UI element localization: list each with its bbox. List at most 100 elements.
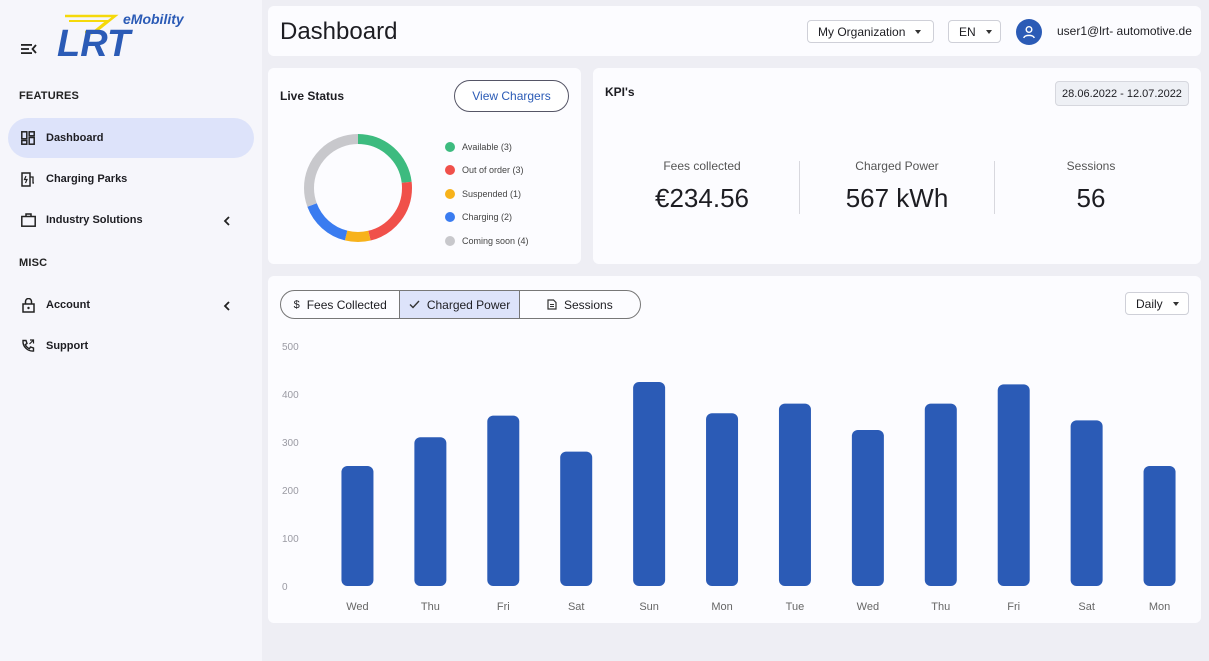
svg-text:eMobility: eMobility	[123, 11, 185, 27]
page-title: Dashboard	[280, 18, 398, 45]
x-axis-tick-label: Fri	[497, 601, 510, 613]
kpi-fees-collected: Fees collected €234.56	[602, 159, 802, 214]
metric-segmented-control: $ Fees Collected Charged Power Sessions	[280, 290, 641, 319]
legend-item: Out of order (3)	[445, 159, 529, 183]
legend-label: Available (3)	[462, 141, 512, 152]
legend-item: Suspended (1)	[445, 182, 529, 206]
collapse-menu-icon[interactable]	[20, 40, 38, 58]
x-axis-tick-label: Sat	[568, 601, 585, 613]
y-axis-tick-label: 200	[282, 486, 299, 497]
briefcase-icon	[20, 212, 36, 228]
user-email[interactable]: user1@lrt- automotive.de	[1057, 24, 1192, 38]
avatar[interactable]	[1016, 19, 1042, 45]
charging-station-icon	[20, 171, 36, 187]
legend-item: Coming soon (4)	[445, 229, 529, 253]
x-axis-tick-label: Wed	[857, 601, 879, 613]
legend-dot-icon	[445, 188, 455, 199]
x-axis-tick-label: Mon	[711, 601, 732, 613]
x-axis-tick-label: Mon	[1149, 601, 1170, 613]
top-header: Dashboard My Organization EN user1@lrt- …	[268, 6, 1201, 56]
kpi-title: KPI's	[605, 85, 635, 99]
kpi-sessions: Sessions 56	[991, 159, 1191, 214]
tab-sessions[interactable]: Sessions	[520, 291, 640, 318]
language-select[interactable]: EN	[948, 20, 1001, 43]
charged-power-bar-chart: 500 400 300 200 100 0 Wed Thu Fri Sat Sun Mon Tue Wed…	[282, 342, 1176, 613]
sidebar-item-industry-solutions[interactable]: Industry Solutions	[8, 200, 254, 240]
y-axis-tick-label: 500	[282, 342, 299, 353]
sidebar-item-label: Dashboard	[46, 132, 104, 144]
donut-slice	[304, 134, 412, 242]
dashboard-icon	[20, 130, 36, 146]
x-axis-tick-label: Sun	[639, 601, 659, 613]
donut-slice	[304, 134, 412, 242]
language-select-value: EN	[959, 24, 976, 39]
kpi-value: €234.56	[655, 183, 749, 213]
section-label-misc: MISC	[19, 257, 48, 269]
donut-slice	[304, 134, 412, 242]
chart-bar[interactable]	[997, 384, 1030, 586]
user-icon	[1023, 26, 1035, 39]
kpi-label: Fees collected	[663, 159, 741, 173]
chevron-left-icon[interactable]	[222, 299, 232, 311]
live-status-card: Live Status View Chargers Available (3) O…	[268, 68, 581, 264]
chart-card: $ Fees Collected Charged Power Sessions …	[268, 276, 1201, 623]
legend-label: Out of order (3)	[462, 165, 524, 176]
legend-item: Charging (2)	[445, 206, 529, 230]
caret-down-icon	[915, 29, 922, 34]
legend-item: Available (3)	[445, 135, 529, 159]
x-axis-tick-label: Wed	[346, 601, 368, 613]
sidebar-item-dashboard[interactable]: Dashboard	[8, 118, 254, 158]
lrt-logo: eMobility LRT	[55, 10, 210, 65]
chart-bar[interactable]	[414, 437, 447, 586]
period-select-value: Daily	[1136, 296, 1163, 311]
kpi-label: Sessions	[1066, 159, 1116, 173]
sidebar-item-label: Account	[46, 299, 90, 311]
sidebar-item-label: Industry Solutions	[46, 214, 143, 226]
lock-icon	[20, 297, 36, 313]
x-axis-tick-label: Sat	[1078, 601, 1095, 613]
legend-label: Charging (2)	[462, 212, 513, 223]
phone-icon	[20, 338, 36, 354]
tab-charged-power[interactable]: Charged Power	[400, 291, 520, 318]
tab-label: Fees Collected	[306, 297, 387, 312]
x-axis-tick-label: Tue	[786, 601, 805, 613]
tab-label: Sessions	[564, 297, 613, 312]
kpi-value: 56	[1076, 183, 1106, 213]
date-range-picker[interactable]: 28.06.2022 - 12.07.2022	[1055, 81, 1189, 106]
tab-fees-collected[interactable]: $ Fees Collected	[281, 291, 401, 318]
x-axis-tick-label: Fri	[1007, 601, 1020, 613]
view-chargers-button[interactable]: View Chargers	[454, 80, 569, 112]
chart-bar[interactable]	[1143, 466, 1176, 586]
chart-bar[interactable]	[778, 403, 811, 586]
period-select[interactable]: Daily	[1125, 292, 1189, 315]
svg-text:LRT: LRT	[57, 23, 133, 62]
check-icon	[409, 300, 420, 309]
chevron-left-icon[interactable]	[222, 214, 232, 226]
chart-bar[interactable]	[341, 466, 374, 586]
legend-label: Suspended (1)	[462, 188, 522, 199]
sidebar: eMobility LRT FEATURES Dashboard Chargin…	[0, 0, 262, 661]
x-axis-tick-label: Thu	[931, 601, 950, 613]
kpi-value: 567 kWh	[845, 183, 949, 213]
y-axis-tick-label: 300	[282, 438, 299, 449]
section-label-features: FEATURES	[19, 90, 80, 102]
chart-bar[interactable]	[1070, 420, 1103, 586]
chart-bar[interactable]	[633, 382, 666, 586]
chart-bar[interactable]	[924, 403, 957, 586]
kpi-divider	[994, 161, 995, 214]
chart-bar[interactable]	[560, 451, 593, 586]
dollar-icon: $	[293, 298, 300, 311]
y-axis-tick-label: 100	[282, 534, 299, 545]
chart-bar[interactable]	[851, 430, 884, 586]
sidebar-item-account[interactable]: Account	[8, 285, 254, 325]
chart-bar[interactable]	[487, 415, 520, 586]
legend-dot-icon	[445, 141, 455, 152]
kpi-divider	[799, 161, 800, 214]
chart-bar[interactable]	[706, 413, 739, 586]
caret-down-icon	[1172, 301, 1179, 306]
sidebar-item-charging-parks[interactable]: Charging Parks	[8, 159, 254, 199]
legend-dot-icon	[445, 165, 455, 176]
kpi-label: Charged Power	[855, 159, 939, 173]
sidebar-item-support[interactable]: Support	[8, 326, 254, 366]
organization-select[interactable]: My Organization	[807, 20, 934, 43]
